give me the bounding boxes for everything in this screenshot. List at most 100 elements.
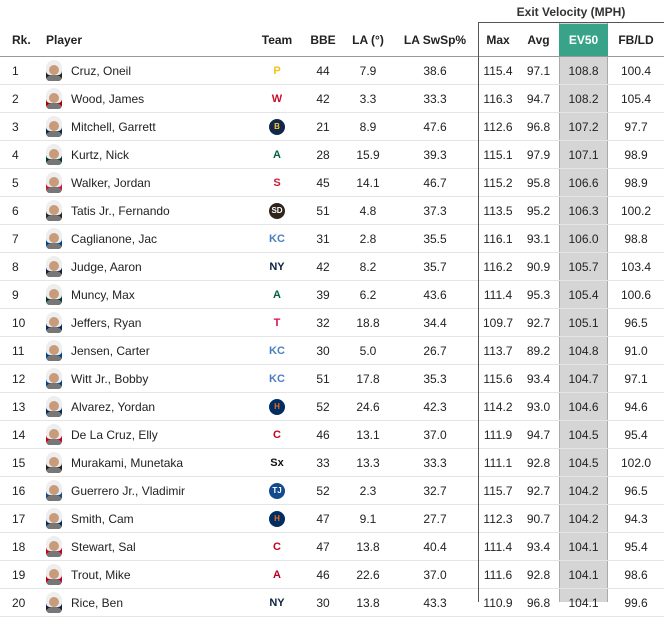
col-la-swsp-header[interactable]: LA SwSp%	[392, 24, 478, 57]
player-name-link[interactable]: Walker, Jordan	[71, 175, 151, 190]
table-row[interactable]: 9 Muncy, Max A 39 6.2 43.6 111.4 95.3 105.4 100.6	[0, 280, 664, 309]
player-wrapper: Stewart, Sal	[46, 536, 252, 557]
table-row[interactable]: 16 Guerrero Jr., Vladimir TJ 52 2.3 32.7 115.7…	[0, 476, 664, 505]
table-row[interactable]: 5 Walker, Jordan S 45 14.1 46.7 115.2 95.8 106.6…	[0, 168, 664, 197]
rank-cell: 14	[0, 420, 46, 449]
col-max-header[interactable]: Max	[478, 24, 518, 57]
player-wrapper: Smith, Cam	[46, 508, 252, 529]
player-name-link[interactable]: De La Cruz, Elly	[71, 427, 158, 442]
table-row[interactable]: 20 Rice, Ben NY 30 13.8 43.3 110.9 96.8 104.1 99.…	[0, 588, 664, 617]
player-cell: De La Cruz, Elly	[46, 420, 252, 449]
table-row[interactable]: 7 Caglianone, Jac KC 31 2.8 35.5 116.1 93.1 106.…	[0, 224, 664, 253]
player-name-link[interactable]: Muncy, Max	[71, 287, 135, 302]
col-player-header[interactable]: Player	[46, 24, 252, 57]
ev50-cell: 105.7	[559, 252, 608, 281]
rank-cell: 5	[0, 168, 46, 197]
player-name-link[interactable]: Tatis Jr., Fernando	[71, 203, 170, 218]
col-la-header[interactable]: LA (°)	[344, 24, 392, 57]
player-wrapper: Walker, Jordan	[46, 172, 252, 193]
player-name-link[interactable]: Mitchell, Garrett	[71, 119, 156, 134]
player-name-link[interactable]: Jensen, Carter	[71, 343, 150, 358]
padres-logo-icon: SD	[269, 202, 285, 219]
player-cell: Judge, Aaron	[46, 252, 252, 281]
player-name-link[interactable]: Wood, James	[71, 91, 145, 106]
table-row[interactable]: 8 Judge, Aaron NY 42 8.2 35.7 116.2 90.9 105.7 10…	[0, 252, 664, 281]
la-cell: 13.8	[344, 588, 392, 617]
rank-cell: 4	[0, 140, 46, 169]
max-cell: 116.1	[478, 224, 518, 253]
player-name-link[interactable]: Kurtz, Nick	[71, 147, 130, 162]
avg-cell: 97.1	[518, 56, 559, 85]
table-row[interactable]: 14 De La Cruz, Elly C 46 13.1 37.0 111.9 94.7 10…	[0, 420, 664, 449]
table-row[interactable]: 18 Stewart, Sal C 47 13.8 40.4 111.4 93.4 104.1 9…	[0, 532, 664, 561]
table-row[interactable]: 10 Jeffers, Ryan T 32 18.8 34.4 109.7 92.7 105.1…	[0, 308, 664, 337]
table-row[interactable]: 11 Jensen, Carter KC 30 5.0 26.7 113.7 89.2 104.…	[0, 336, 664, 365]
max-cell: 115.4	[478, 56, 518, 85]
table-row[interactable]: 15 Murakami, Munetaka Sx 33 13.3 33.3 111.1 92.…	[0, 448, 664, 477]
player-headshot-icon	[46, 256, 62, 277]
col-ev50-header[interactable]: EV50	[559, 24, 608, 57]
la-cell: 13.8	[344, 532, 392, 561]
player-name-link[interactable]: Smith, Cam	[71, 511, 134, 526]
ev50-cell: 104.6	[559, 392, 608, 421]
player-cell: Guerrero Jr., Vladimir	[46, 476, 252, 505]
leaderboard-table: Rk. Player Team BBE LA (°) LA SwSp% Max …	[0, 24, 664, 617]
col-team-header[interactable]: Team	[252, 24, 302, 57]
player-cell: Jensen, Carter	[46, 336, 252, 365]
player-name-link[interactable]: Judge, Aaron	[71, 259, 142, 274]
ev50-cell: 106.3	[559, 196, 608, 225]
ev50-cell: 104.8	[559, 336, 608, 365]
player-name-link[interactable]: Trout, Mike	[71, 567, 131, 582]
team-cell: B	[252, 112, 302, 141]
player-name-link[interactable]: Guerrero Jr., Vladimir	[71, 483, 186, 498]
table-row[interactable]: 2 Wood, James W 42 3.3 33.3 116.3 94.7 108.2 105.…	[0, 84, 664, 113]
nationals-logo-icon: W	[271, 92, 283, 105]
exit-velocity-group-header: Exit Velocity (MPH)	[516, 5, 626, 19]
player-name-link[interactable]: Rice, Ben	[71, 595, 124, 610]
la-swsp-cell: 35.5	[392, 224, 478, 253]
player-cell: Caglianone, Jac	[46, 224, 252, 253]
player-headshot-icon	[46, 144, 62, 165]
ev50-cell: 105.1	[559, 308, 608, 337]
bbe-cell: 52	[302, 392, 344, 421]
table-row[interactable]: 13 Alvarez, Yordan H 52 24.6 42.3 114.2 93.0 104…	[0, 392, 664, 421]
ev50-cell: 104.5	[559, 420, 608, 449]
player-wrapper: Tatis Jr., Fernando	[46, 200, 252, 221]
avg-cell: 94.7	[518, 420, 559, 449]
bbe-cell: 45	[302, 168, 344, 197]
player-name-link[interactable]: Alvarez, Yordan	[71, 399, 156, 414]
ev50-cell: 106.6	[559, 168, 608, 197]
table-row[interactable]: 3 Mitchell, Garrett B 21 8.9 47.6 112.6 96.8 107…	[0, 112, 664, 141]
team-cell: C	[252, 532, 302, 561]
table-row[interactable]: 12 Witt Jr., Bobby KC 51 17.8 35.3 115.6 93.4 10…	[0, 364, 664, 393]
player-name-link[interactable]: Witt Jr., Bobby	[71, 371, 149, 386]
table-row[interactable]: 1 Cruz, Oneil P 44 7.9 38.6 115.4 97.1 108.8 100.…	[0, 56, 664, 85]
bbe-cell: 30	[302, 336, 344, 365]
table-row[interactable]: 19 Trout, Mike A 46 22.6 37.0 111.6 92.8 104.1 98…	[0, 560, 664, 589]
player-name-link[interactable]: Cruz, Oneil	[71, 63, 132, 78]
player-name-link[interactable]: Caglianone, Jac	[71, 231, 158, 246]
col-fbld-header[interactable]: FB/LD	[608, 24, 664, 57]
col-avg-header[interactable]: Avg	[518, 24, 559, 57]
fbld-cell: 100.2	[608, 196, 664, 225]
player-wrapper: Guerrero Jr., Vladimir	[46, 480, 252, 501]
player-name-link[interactable]: Jeffers, Ryan	[71, 315, 142, 330]
col-bbe-header[interactable]: BBE	[302, 24, 344, 57]
bbe-cell: 47	[302, 504, 344, 533]
table-row[interactable]: 17 Smith, Cam H 47 9.1 27.7 112.3 90.7 104.2 94.3	[0, 504, 664, 533]
rank-cell: 7	[0, 224, 46, 253]
player-name-link[interactable]: Stewart, Sal	[71, 539, 136, 554]
col-rank-header[interactable]: Rk.	[0, 24, 46, 57]
table-row[interactable]: 6 Tatis Jr., Fernando SD 51 4.8 37.3 113.5 95.2…	[0, 196, 664, 225]
bbe-cell: 31	[302, 224, 344, 253]
max-cell: 116.3	[478, 84, 518, 113]
avg-cell: 95.8	[518, 168, 559, 197]
fbld-cell: 100.4	[608, 56, 664, 85]
la-swsp-cell: 42.3	[392, 392, 478, 421]
table-row[interactable]: 4 Kurtz, Nick A 28 15.9 39.3 115.1 97.9 107.1 98.…	[0, 140, 664, 169]
player-headshot-icon	[46, 508, 62, 529]
player-cell: Witt Jr., Bobby	[46, 364, 252, 393]
player-name-link[interactable]: Murakami, Munetaka	[71, 455, 184, 470]
ev50-cell: 104.2	[559, 476, 608, 505]
team-cell: NY	[252, 588, 302, 617]
